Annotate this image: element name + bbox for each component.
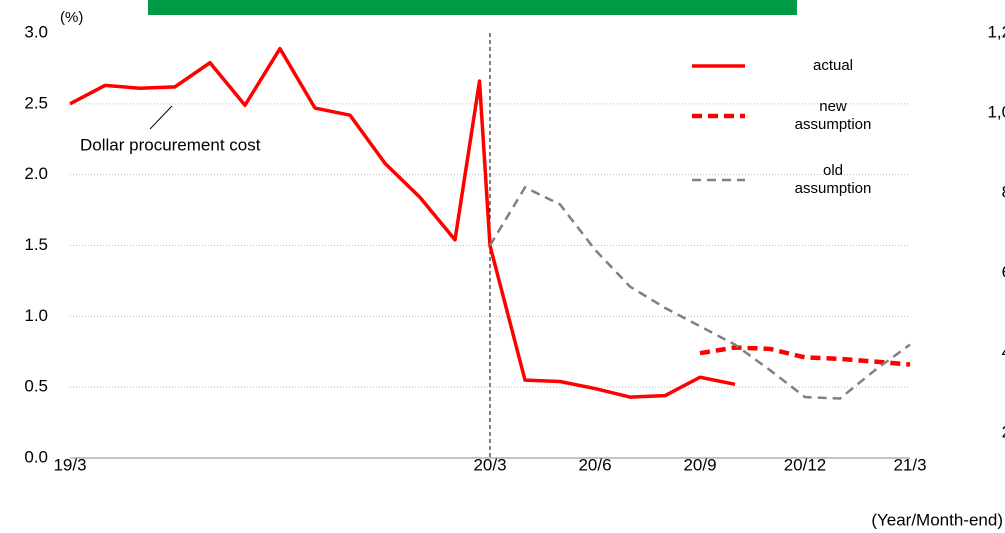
y2-tick-label: 400: [1002, 342, 1005, 361]
x-tick-label: 20/3: [473, 455, 506, 474]
x-tick-label: 20/6: [578, 455, 611, 474]
units-label: (%): [60, 9, 83, 26]
legend-label: actual: [813, 57, 853, 74]
x-axis-label: (Year/Month-end): [871, 510, 1003, 529]
y2-tick-label: 800: [1002, 182, 1005, 201]
series-line: [699, 345, 911, 367]
y-tick-label: 1.0: [24, 306, 48, 325]
y-tick-label: 2.0: [24, 164, 48, 183]
y-tick-label: 3.0: [24, 22, 48, 41]
series-line: [69, 46, 736, 399]
legend-label: new assumption: [795, 98, 872, 133]
y2-tick-label: 200: [1002, 422, 1005, 441]
y2-tick-label: 600: [1002, 262, 1005, 281]
series-line: [488, 186, 911, 400]
x-tick-label: 21/3: [893, 455, 926, 474]
y-tick-label: 2.5: [24, 93, 48, 112]
y-tick-label: 0.0: [24, 447, 48, 466]
y2-tick-label: 1,200: [987, 22, 1005, 41]
x-tick-label: 20/9: [683, 455, 716, 474]
x-tick-label: 20/12: [784, 455, 827, 474]
y-tick-label: 0.5: [24, 377, 48, 396]
x-tick-label: 19/3: [53, 455, 86, 474]
legend-label: old assumption: [795, 162, 872, 197]
annotation: Dollar procurement cost: [80, 135, 261, 154]
annotation-leader: [149, 105, 173, 130]
y2-tick-label: 1,000: [987, 102, 1005, 121]
y-tick-label: 1.5: [24, 235, 48, 254]
title-banner: [148, 0, 797, 15]
